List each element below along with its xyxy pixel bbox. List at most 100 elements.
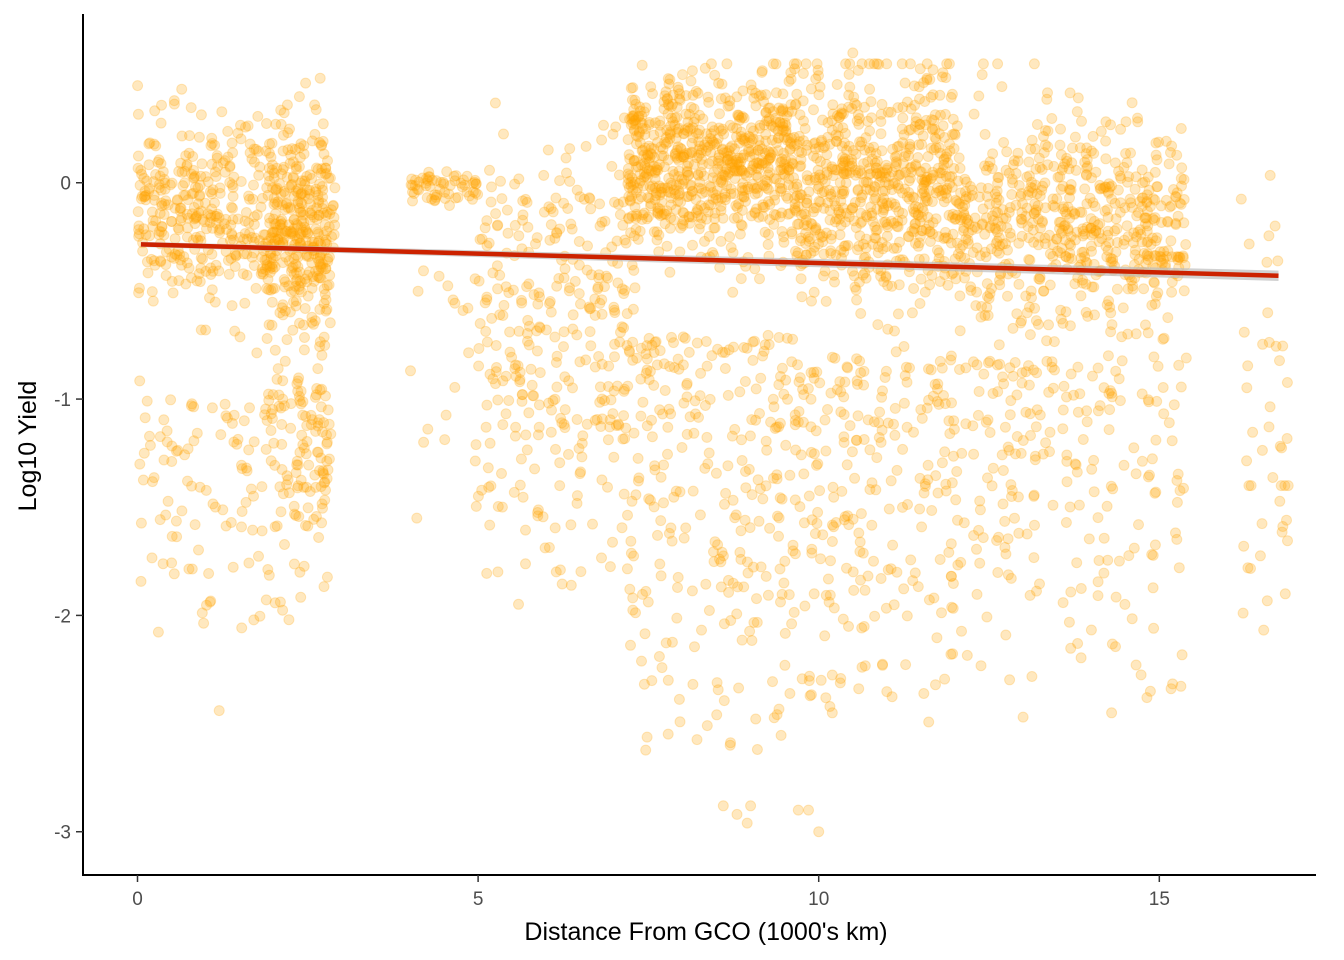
data-point	[920, 114, 932, 126]
data-point	[818, 270, 829, 282]
data-point	[901, 610, 913, 622]
data-point	[763, 115, 775, 127]
data-point	[1057, 597, 1069, 609]
data-point	[498, 128, 509, 140]
data-point	[144, 230, 156, 242]
data-point	[317, 118, 329, 130]
data-point	[195, 109, 207, 121]
data-point	[585, 203, 597, 215]
data-point	[1150, 486, 1162, 498]
data-point	[934, 89, 946, 101]
data-point	[1166, 286, 1178, 298]
data-point	[528, 289, 540, 301]
data-point	[294, 151, 306, 163]
data-point	[200, 265, 212, 277]
data-point	[314, 465, 325, 476]
data-point	[244, 227, 256, 239]
data-point	[1020, 406, 1032, 418]
data-point	[918, 176, 930, 188]
data-point	[981, 611, 993, 623]
data-point	[271, 198, 283, 210]
data-point	[317, 203, 329, 214]
data-point	[160, 259, 172, 271]
data-point	[608, 304, 620, 316]
data-point	[752, 474, 764, 486]
data-point	[515, 453, 527, 465]
data-point	[619, 284, 631, 296]
data-point	[602, 434, 614, 446]
data-point	[513, 230, 525, 242]
data-point	[926, 505, 938, 516]
data-point	[1126, 97, 1138, 109]
data-point	[968, 108, 980, 120]
data-point	[1074, 142, 1086, 154]
data-point	[213, 705, 225, 717]
data-point	[1101, 204, 1113, 216]
data-point	[263, 569, 275, 581]
data-point	[411, 512, 423, 524]
data-point	[663, 527, 675, 539]
data-point	[253, 550, 264, 562]
data-point	[1241, 455, 1253, 467]
data-point	[470, 178, 482, 190]
data-point	[761, 182, 773, 194]
data-point	[788, 606, 800, 618]
data-point	[166, 275, 178, 287]
data-point	[1166, 251, 1178, 263]
data-point	[735, 273, 747, 285]
data-point	[279, 204, 291, 215]
data-point	[156, 221, 168, 233]
data-point	[916, 138, 928, 150]
data-point	[191, 210, 203, 222]
data-point	[724, 231, 736, 243]
data-point	[227, 182, 239, 193]
data-point	[828, 521, 840, 533]
data-point	[1047, 193, 1059, 205]
data-point	[1063, 616, 1075, 628]
data-point	[1180, 239, 1192, 250]
data-point	[626, 94, 638, 106]
data-point	[1064, 247, 1076, 259]
data-point	[880, 365, 892, 377]
data-point	[792, 804, 804, 816]
data-point	[481, 399, 493, 411]
data-point	[172, 195, 183, 206]
data-point	[222, 254, 234, 266]
data-point	[648, 347, 660, 358]
data-point	[778, 124, 789, 136]
data-point	[1057, 404, 1069, 416]
data-point	[132, 150, 144, 162]
data-point	[520, 558, 531, 570]
data-point	[168, 252, 180, 264]
data-point	[142, 267, 154, 279]
data-point	[244, 193, 255, 205]
data-point	[937, 67, 949, 79]
data-point	[1065, 586, 1077, 598]
data-point	[664, 126, 676, 138]
data-point	[1000, 164, 1012, 176]
data-point	[1030, 315, 1042, 327]
data-point	[162, 495, 174, 507]
data-point	[580, 354, 592, 366]
data-point	[701, 360, 713, 372]
data-point	[660, 637, 672, 649]
data-point	[1088, 486, 1100, 498]
data-point	[1029, 302, 1041, 314]
data-point	[1070, 164, 1082, 176]
data-point	[194, 481, 206, 493]
data-point	[591, 414, 603, 425]
data-point	[272, 196, 284, 208]
data-point	[271, 162, 283, 174]
data-point	[776, 362, 788, 374]
data-point	[1114, 206, 1126, 218]
data-point	[810, 73, 822, 85]
data-point	[779, 627, 791, 639]
data-point	[318, 148, 330, 160]
data-point	[1137, 177, 1149, 189]
data-point	[627, 303, 639, 315]
data-point	[596, 552, 607, 564]
data-point	[270, 184, 282, 196]
data-point	[182, 222, 194, 234]
data-point	[1138, 283, 1150, 295]
data-point	[751, 616, 763, 628]
